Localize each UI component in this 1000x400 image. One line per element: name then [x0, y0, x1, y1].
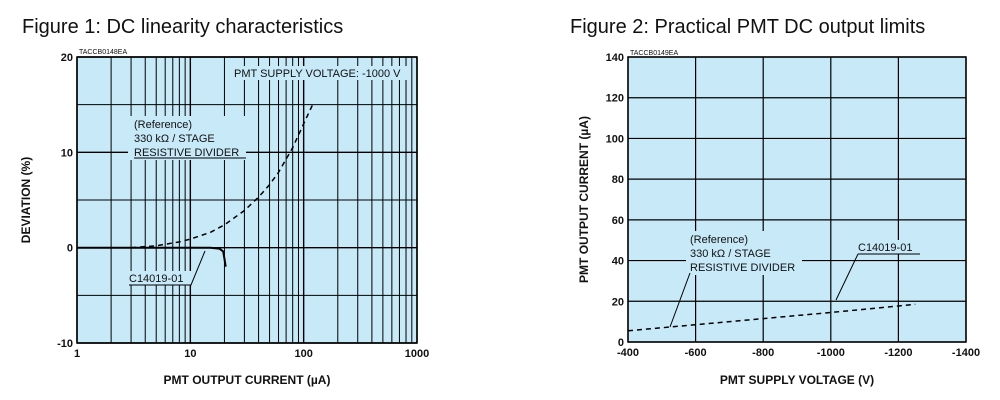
figure2-tick-labels: -400 -600 -800 -1000 -1200 -1400 0 20 40 60 80 100 1… [606, 52, 980, 359]
figure2-y-tick-label: 20 [612, 296, 624, 308]
figure1-chart: 1 10 100 1000 -10 0 10 20 TACCB0148EA PMT OUTPU… [19, 49, 429, 387]
figure1-frame [76, 56, 418, 344]
figure1-reference-line-1: (Reference) [134, 119, 192, 131]
figure1-reference-note-bg [128, 116, 246, 160]
figure2-y-tick-label: 60 [612, 215, 624, 227]
figure1-y-axis-label: DEVIATION (%) [19, 157, 33, 243]
figure1-y-tick-label: 20 [61, 52, 73, 64]
figure1-product-label-bg [126, 271, 196, 285]
figure2-reference-line-3: RESISTIVE DIVIDER [690, 262, 795, 274]
figure2-y-tick-label: 100 [606, 133, 624, 145]
figure1-reference-line-2: 330 kΩ / STAGE [134, 133, 215, 145]
figure1-code: TACCB0148EA [79, 49, 127, 56]
figure2-product-label: C14019-01 [858, 242, 912, 254]
figure2-x-tick-label: -600 [685, 347, 707, 359]
figure2-reference-leader [669, 272, 691, 328]
figure2-x-tick-label: -800 [752, 347, 774, 359]
figure1-tick-labels: 1 10 100 1000 -10 0 10 20 [57, 52, 429, 360]
figure1-reference-line-3: RESISTIVE DIVIDER [134, 147, 239, 159]
figure2-y-tick-label: 120 [606, 93, 624, 105]
figure1-annotations: PMT SUPPLY VOLTAGE: -1000 V (Reference) … [126, 66, 408, 286]
figure2-x-tick-label: -1000 [817, 347, 845, 359]
figure1-series-dashed [131, 104, 314, 249]
figure2-x-tick-label: -400 [617, 347, 639, 359]
figure2-plot-area [628, 57, 966, 342]
figure2-chart: -400 -600 -800 -1000 -1200 -1400 0 20 40 60 80 100 1… [577, 50, 980, 387]
figure1-y-tick-label: 0 [67, 243, 73, 255]
figure1-x-tick-label: 100 [294, 348, 312, 360]
figure1-series [77, 104, 314, 267]
figure2-series-dashed [627, 303, 916, 332]
figure2-x-axis-label: PMT SUPPLY VOLTAGE (V) [720, 373, 874, 387]
figure1-y-tick-label: -10 [57, 338, 73, 350]
figure2-x-tick-label: -1200 [884, 347, 912, 359]
figure1-product-leader [129, 250, 206, 286]
figure1-grid [76, 56, 418, 344]
figure2-code: TACCB0149EA [630, 50, 678, 57]
figure1-title: Figure 1: DC linearity characteristics [22, 16, 344, 38]
figure2-x-tick-label: -1400 [952, 347, 980, 359]
figure2-reference-line-2: 330 kΩ / STAGE [690, 248, 771, 260]
figure2-y-tick-label: 80 [612, 174, 624, 186]
figure2-title: Figure 2: Practical PMT DC output limits [570, 16, 926, 38]
figure1-voltage-note: PMT SUPPLY VOLTAGE: -1000 V [234, 68, 401, 80]
figure1-voltage-note-bg [232, 66, 408, 80]
figure2-annotations: (Reference) 330 kΩ / STAGE RESISTIVE DIV… [669, 231, 924, 328]
figure2-y-tick-label: 0 [618, 337, 624, 349]
figure1-x-tick-label: 1000 [405, 348, 429, 360]
figure1-x-tick-label: 10 [184, 348, 196, 360]
figure1-x-axis-label: PMT OUTPUT CURRENT (µA) [164, 373, 331, 387]
figure2-series [627, 303, 916, 332]
figure1-y-tick-label: 10 [61, 147, 73, 159]
figure2-frame [627, 56, 967, 343]
figure2-y-tick-label: 140 [606, 52, 624, 64]
figure1-product-label: C14019-01 [129, 273, 183, 285]
figure2-y-axis-label: PMT OUTPUT CURRENT (µA) [577, 116, 591, 283]
figure1-series-solid [77, 246, 227, 267]
figure2-reference-line-1: (Reference) [690, 234, 748, 246]
figure2-grid [627, 56, 967, 343]
figure1-x-tick-label: 1 [74, 348, 80, 360]
figure2-y-tick-label: 40 [612, 256, 624, 268]
figure2-product-label-bg [852, 240, 924, 254]
figure2-product-leader [835, 253, 859, 301]
figure2-reference-note-bg [686, 231, 802, 275]
